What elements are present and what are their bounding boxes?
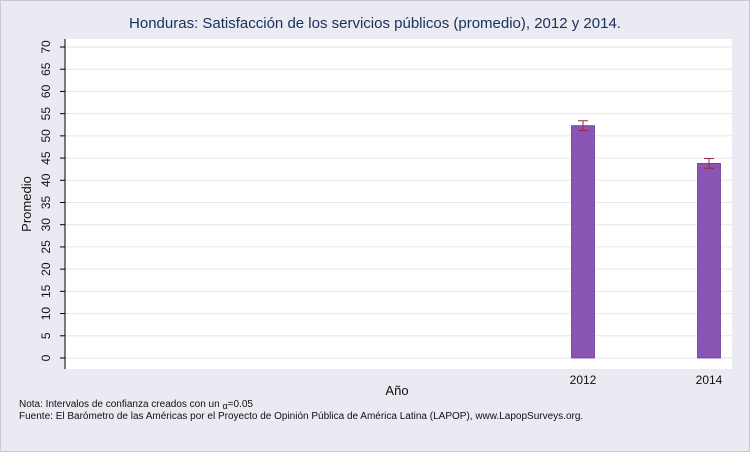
x-tick-label: 2014 xyxy=(696,373,723,387)
note-suffix: =0.05 xyxy=(227,399,253,410)
y-tick-label: 5 xyxy=(39,332,53,339)
y-tick-label: 15 xyxy=(39,284,53,298)
x-axis: 2012 2014 xyxy=(570,373,723,387)
bar-2012 xyxy=(571,125,595,359)
y-tick-label: 30 xyxy=(39,218,53,232)
y-tick-label: 50 xyxy=(39,129,53,143)
y-tick-label: 40 xyxy=(39,173,53,187)
x-tick-label: 2012 xyxy=(570,373,597,387)
y-tick-label: 70 xyxy=(39,40,53,54)
y-tick-label: 35 xyxy=(39,196,53,210)
bar-2014 xyxy=(697,163,721,359)
chart-title: Honduras: Satisfacción de los servicios … xyxy=(129,15,621,32)
y-tick-label: 55 xyxy=(39,107,53,121)
y-tick-label: 60 xyxy=(39,84,53,98)
y-tick-label: 20 xyxy=(39,262,53,276)
y-tick-label: 45 xyxy=(39,151,53,165)
y-tick-label: 25 xyxy=(39,240,53,254)
y-tick-label: 65 xyxy=(39,62,53,76)
y-axis: 0 5 10 15 20 25 30 35 40 45 50 55 60 65 70 xyxy=(39,39,66,369)
source-text: Fuente: El Barómetro de las Américas por… xyxy=(19,411,584,422)
x-axis-label: Año xyxy=(385,383,408,398)
y-axis-label: Promedio xyxy=(19,176,34,232)
note-prefix: Nota: Intervalos de confianza creados co… xyxy=(19,399,223,410)
y-tick-label: 10 xyxy=(39,307,53,321)
plot-area xyxy=(65,39,732,369)
alpha-symbol: α xyxy=(222,401,228,411)
grid-lines xyxy=(65,46,732,359)
note-text: Nota: Intervalos de confianza creados co… xyxy=(19,399,253,411)
y-tick-label: 0 xyxy=(39,354,53,361)
bars xyxy=(571,120,721,359)
